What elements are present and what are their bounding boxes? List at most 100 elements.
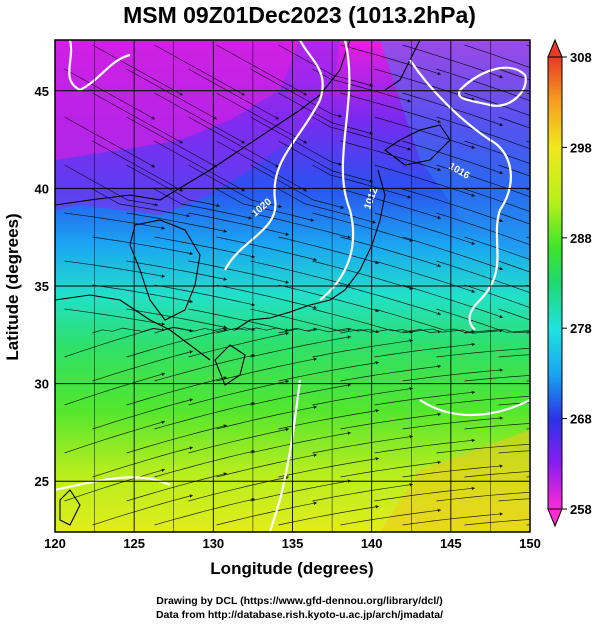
streamline	[312, 260, 414, 290]
streamline	[64, 372, 166, 406]
streamline	[374, 260, 476, 293]
streamline	[340, 284, 442, 316]
streamline	[464, 236, 530, 261]
streamline	[464, 519, 530, 526]
streamline	[188, 427, 290, 454]
isobar	[419, 399, 530, 416]
streamline	[64, 420, 166, 454]
streamline	[526, 92, 530, 95]
streamline	[498, 260, 530, 273]
y-tick-label: 35	[35, 279, 49, 294]
streamline	[250, 116, 343, 166]
streamline	[64, 327, 166, 358]
streamline	[340, 236, 442, 268]
y-tick-labels: 25 30 35 40 45	[35, 84, 49, 489]
streamline	[464, 284, 530, 309]
streamline	[154, 326, 256, 334]
streamline	[64, 68, 156, 120]
streamline	[464, 140, 530, 165]
x-tick-labels: 120 125 130 135 140 145 150	[44, 536, 541, 551]
y-tick-label: 40	[35, 181, 49, 196]
streamline	[64, 212, 166, 230]
streamline	[216, 453, 318, 478]
streamline	[64, 116, 156, 168]
streamline	[92, 188, 191, 218]
streamline	[216, 405, 318, 430]
streamline	[92, 494, 194, 526]
streamline	[126, 376, 228, 406]
streamline	[154, 92, 246, 144]
colorbar-tick-label: 268	[570, 412, 592, 427]
streamline	[312, 387, 414, 406]
colorbar-tick-label: 278	[570, 321, 592, 336]
streamline	[126, 212, 228, 233]
isobar	[457, 66, 527, 107]
taiwan-outline	[59, 489, 81, 526]
streamline	[188, 331, 290, 358]
streamline	[250, 308, 352, 332]
streamline	[402, 464, 504, 478]
streamline	[436, 491, 530, 502]
streamline	[498, 68, 530, 81]
streamline	[92, 327, 194, 334]
streamline	[464, 188, 530, 213]
streamline	[464, 92, 530, 117]
streamline	[402, 140, 504, 175]
streamline	[374, 212, 476, 245]
plot-frame	[54, 39, 531, 533]
streamline	[436, 443, 530, 454]
streamline	[154, 284, 256, 307]
streamline	[436, 68, 530, 102]
streamline	[188, 116, 280, 168]
streamline	[278, 457, 380, 478]
streamline	[188, 260, 290, 284]
streamline	[154, 188, 253, 220]
streamline	[312, 483, 414, 502]
streamline	[278, 236, 380, 265]
streamline	[498, 450, 530, 454]
streamline	[402, 328, 504, 334]
streamline	[498, 116, 530, 129]
streamline	[278, 44, 374, 87]
y-tick-label: 30	[35, 377, 49, 392]
streamline	[312, 68, 412, 103]
x-tick-label: 145	[440, 536, 462, 551]
streamline	[126, 328, 228, 358]
streamline	[340, 188, 442, 220]
streamline	[312, 435, 414, 454]
streamline	[250, 335, 352, 358]
streamline	[250, 212, 352, 239]
streamline	[154, 353, 256, 382]
streamline	[526, 380, 530, 382]
colorbar-tick-label: 258	[570, 502, 592, 517]
streamline	[92, 236, 194, 256]
streamline	[278, 327, 380, 334]
streamline	[278, 92, 374, 135]
streamline	[374, 116, 476, 149]
colorbar-max-arrow	[547, 38, 563, 58]
streamline	[402, 512, 504, 526]
streamline	[188, 212, 290, 236]
streamline	[216, 236, 318, 262]
streamline	[126, 308, 228, 329]
streamline	[402, 236, 504, 271]
isobars	[55, 40, 530, 532]
streamline	[216, 44, 308, 96]
streamline	[278, 140, 374, 183]
isobar	[224, 40, 324, 271]
streamline	[498, 212, 530, 225]
x-tick-label: 125	[123, 536, 145, 551]
x-tick-label: 140	[361, 536, 383, 551]
streamline	[126, 68, 218, 120]
streamline	[374, 486, 476, 502]
streamline	[526, 188, 530, 191]
streamline	[126, 472, 228, 502]
colorbar-tick-label: 298	[570, 140, 592, 155]
streamline	[250, 479, 352, 502]
kyushu-outline	[214, 344, 246, 386]
streamline	[188, 68, 280, 120]
streamline	[188, 308, 290, 332]
streamline	[526, 284, 530, 287]
streamline	[464, 471, 530, 478]
